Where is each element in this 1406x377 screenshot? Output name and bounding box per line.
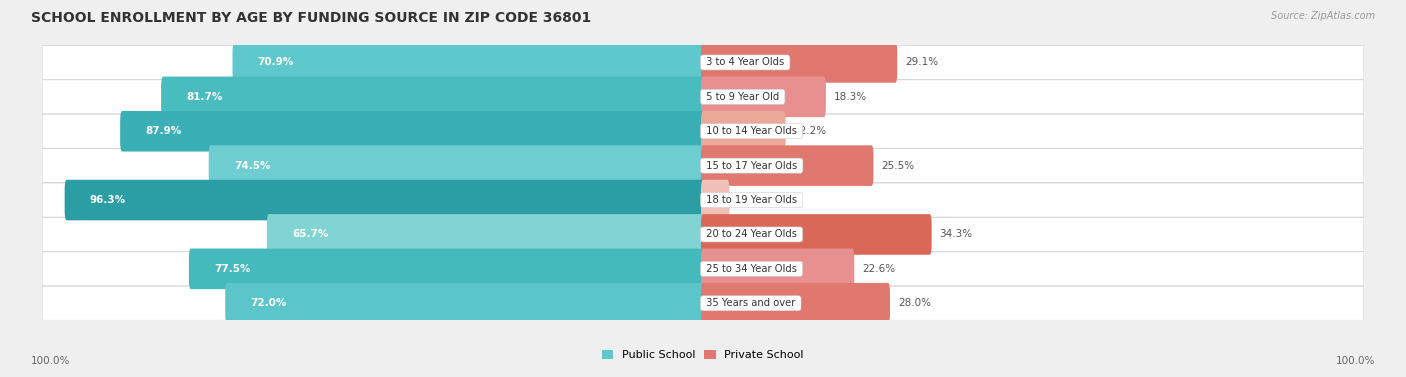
FancyBboxPatch shape xyxy=(42,252,1364,286)
Text: 100.0%: 100.0% xyxy=(31,356,70,366)
Text: 87.9%: 87.9% xyxy=(145,126,181,136)
FancyBboxPatch shape xyxy=(702,146,873,186)
FancyBboxPatch shape xyxy=(162,77,704,117)
Text: 18.3%: 18.3% xyxy=(834,92,868,102)
FancyBboxPatch shape xyxy=(232,42,704,83)
Text: 34.3%: 34.3% xyxy=(939,230,973,239)
Text: 22.6%: 22.6% xyxy=(862,264,896,274)
Text: 74.5%: 74.5% xyxy=(233,161,270,171)
FancyBboxPatch shape xyxy=(702,77,825,117)
Text: 15 to 17 Year Olds: 15 to 17 Year Olds xyxy=(703,161,800,171)
FancyBboxPatch shape xyxy=(702,214,932,255)
Text: 10 to 14 Year Olds: 10 to 14 Year Olds xyxy=(703,126,800,136)
FancyBboxPatch shape xyxy=(42,45,1364,80)
Text: 96.3%: 96.3% xyxy=(90,195,127,205)
Text: Source: ZipAtlas.com: Source: ZipAtlas.com xyxy=(1271,11,1375,21)
FancyBboxPatch shape xyxy=(702,248,855,289)
Text: 77.5%: 77.5% xyxy=(214,264,250,274)
FancyBboxPatch shape xyxy=(267,214,704,255)
Text: 3 to 4 Year Olds: 3 to 4 Year Olds xyxy=(703,57,787,67)
FancyBboxPatch shape xyxy=(188,248,704,289)
FancyBboxPatch shape xyxy=(702,283,890,323)
FancyBboxPatch shape xyxy=(208,146,704,186)
FancyBboxPatch shape xyxy=(702,42,897,83)
Text: 100.0%: 100.0% xyxy=(1336,356,1375,366)
Text: 18 to 19 Year Olds: 18 to 19 Year Olds xyxy=(703,195,800,205)
Text: 29.1%: 29.1% xyxy=(905,57,938,67)
FancyBboxPatch shape xyxy=(42,183,1364,217)
FancyBboxPatch shape xyxy=(42,286,1364,320)
Text: 70.9%: 70.9% xyxy=(257,57,294,67)
Text: SCHOOL ENROLLMENT BY AGE BY FUNDING SOURCE IN ZIP CODE 36801: SCHOOL ENROLLMENT BY AGE BY FUNDING SOUR… xyxy=(31,11,591,25)
Text: 72.0%: 72.0% xyxy=(250,298,287,308)
Text: 81.7%: 81.7% xyxy=(186,92,222,102)
Text: 35 Years and over: 35 Years and over xyxy=(703,298,799,308)
Text: 25 to 34 Year Olds: 25 to 34 Year Olds xyxy=(703,264,800,274)
Text: 12.2%: 12.2% xyxy=(793,126,827,136)
FancyBboxPatch shape xyxy=(702,180,730,220)
FancyBboxPatch shape xyxy=(42,80,1364,114)
Text: 5 to 9 Year Old: 5 to 9 Year Old xyxy=(703,92,782,102)
FancyBboxPatch shape xyxy=(42,218,1364,251)
FancyBboxPatch shape xyxy=(225,283,704,323)
Text: 3.7%: 3.7% xyxy=(737,195,763,205)
Text: 28.0%: 28.0% xyxy=(898,298,931,308)
FancyBboxPatch shape xyxy=(65,180,704,220)
Text: 25.5%: 25.5% xyxy=(882,161,914,171)
FancyBboxPatch shape xyxy=(42,149,1364,183)
FancyBboxPatch shape xyxy=(42,114,1364,148)
Text: 65.7%: 65.7% xyxy=(292,230,329,239)
FancyBboxPatch shape xyxy=(702,111,786,152)
FancyBboxPatch shape xyxy=(120,111,704,152)
Legend: Public School, Private School: Public School, Private School xyxy=(598,345,808,365)
Text: 20 to 24 Year Olds: 20 to 24 Year Olds xyxy=(703,230,800,239)
